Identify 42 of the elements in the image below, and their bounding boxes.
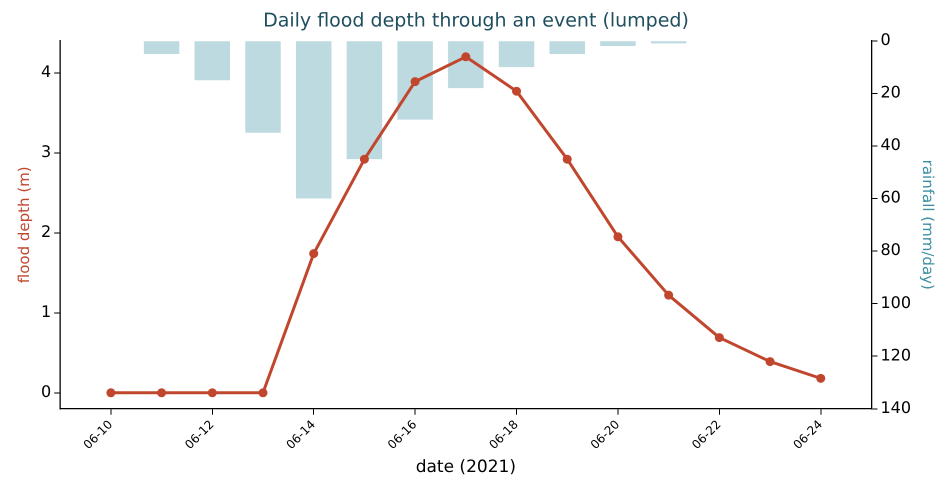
- chart-title: Daily flood depth through an event (lumped): [263, 9, 689, 32]
- point: [157, 388, 166, 398]
- y-tick-label: 2: [40, 222, 52, 241]
- y-tick-label: 3: [40, 142, 52, 161]
- y2-tick-label: 100: [880, 292, 912, 312]
- y2-tick-label: 120: [880, 345, 912, 364]
- bar: [397, 41, 433, 120]
- point: [208, 388, 217, 398]
- bar: [296, 41, 332, 198]
- point: [512, 86, 522, 96]
- point: [714, 333, 724, 342]
- y2-axis-title: rainfall (mm/day): [919, 160, 938, 290]
- point: [816, 374, 826, 383]
- bar: [194, 41, 230, 80]
- point: [106, 388, 116, 398]
- y-tick-label: 1: [40, 302, 52, 321]
- y-axis-title: flood depth (m): [14, 166, 33, 284]
- y2-tick-label: 80: [880, 240, 901, 260]
- y2-tick-label: 140: [880, 398, 912, 417]
- bar: [549, 41, 585, 54]
- point: [258, 388, 268, 398]
- bar: [346, 41, 382, 160]
- point: [562, 154, 572, 164]
- point: [309, 249, 318, 258]
- y2-tick-label: 0: [880, 30, 891, 49]
- point: [461, 52, 470, 62]
- point: [410, 77, 420, 86]
- bar: [498, 41, 534, 68]
- point: [664, 290, 674, 300]
- y2-tick-label: 40: [880, 135, 901, 154]
- y-tick-label: 0: [40, 382, 52, 401]
- point: [613, 232, 622, 242]
- point: [766, 357, 775, 366]
- bar: [600, 41, 636, 46]
- bar: [448, 41, 484, 88]
- bar: [144, 41, 180, 54]
- bar: [245, 41, 281, 133]
- point: [360, 154, 369, 164]
- y-tick-label: 4: [40, 62, 52, 81]
- y2-tick-label: 60: [880, 188, 901, 207]
- y2-tick-label: 20: [880, 82, 901, 102]
- x-axis-title: date (2021): [416, 457, 516, 478]
